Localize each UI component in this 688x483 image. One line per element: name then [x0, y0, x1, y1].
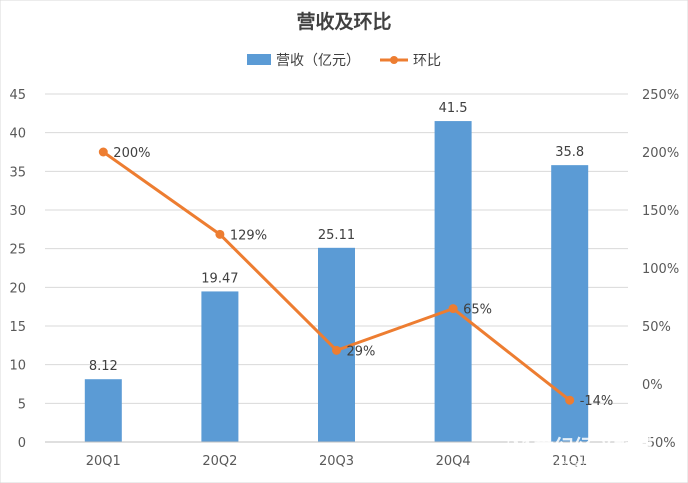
y-right-tick-label: 0% — [642, 378, 663, 393]
y-left-tick-label: 25 — [9, 243, 26, 258]
bar-series: 8.12 19.47 25.11 41.5 35.8 — [84, 101, 589, 443]
watermark-subtext: 21ST CENTURY BUSINESS HERALD — [513, 460, 647, 468]
line-point — [98, 147, 108, 157]
x-axis: 20Q1 20Q2 20Q3 20Q4 21Q1 — [45, 441, 628, 469]
line-series: 200% 129% 29% 65% -14% — [98, 146, 614, 409]
line-point — [332, 345, 341, 355]
y-left-tick-label: 30 — [9, 204, 26, 219]
bar — [84, 379, 122, 442]
bar-value-label: 19.47 — [201, 271, 238, 286]
legend-swatch-marker — [390, 56, 398, 64]
bar — [201, 291, 239, 442]
line-point — [565, 395, 575, 405]
bar-value-label: 41.5 — [439, 101, 468, 116]
y-left-tick-label: 45 — [9, 88, 26, 103]
x-tick-label: 20Q3 — [319, 454, 354, 469]
legend-label-qoq: 环比 — [413, 53, 441, 69]
line-value-label: 65% — [463, 303, 492, 318]
line-point — [215, 229, 225, 239]
x-tick-label: 21Q1 — [552, 454, 587, 469]
legend-label-revenue: 营收（亿元） — [276, 53, 360, 69]
line-value-label: 200% — [113, 146, 150, 161]
x-tick-label: 20Q4 — [436, 454, 471, 469]
line-point — [448, 304, 458, 314]
y-left-tick-label: 5 — [18, 397, 26, 412]
bar-value-label: 8.12 — [89, 359, 118, 374]
line-value-label: 129% — [230, 228, 267, 243]
y-right-tick-label: -50% — [642, 436, 676, 451]
y-right-tick-label: 100% — [642, 262, 679, 277]
legend: 营收（亿元） 环比 — [247, 53, 441, 69]
watermark-text: 21世纪经济报道 — [506, 435, 654, 459]
y-axis-left: 0 5 10 15 20 25 30 35 40 45 — [9, 88, 26, 451]
y-left-tick-label: 20 — [9, 281, 26, 296]
y-left-tick-label: 15 — [9, 320, 26, 335]
line-value-label: -14% — [580, 394, 614, 409]
bar — [434, 121, 472, 443]
watermark: 21世纪经济报道 21ST CENTURY BUSINESS HERALD — [506, 435, 654, 468]
y-left-tick-label: 35 — [9, 165, 26, 180]
y-left-tick-label: 10 — [9, 359, 26, 374]
legend-swatch-bar — [247, 54, 271, 65]
x-tick-label: 20Q2 — [202, 454, 237, 469]
y-left-tick-label: 0 — [18, 436, 26, 451]
y-right-tick-label: 50% — [642, 320, 671, 335]
y-right-tick-label: 200% — [642, 146, 679, 161]
line-value-label: 29% — [347, 344, 376, 359]
bar-value-label: 25.11 — [318, 228, 355, 243]
x-tick-label: 20Q1 — [86, 454, 121, 469]
y-left-tick-label: 40 — [9, 127, 26, 142]
y-right-tick-label: 250% — [642, 88, 679, 103]
y-axis-right: -50% 0% 50% 100% 150% 200% 250% — [642, 88, 679, 451]
chart-title: 营收及环比 — [296, 10, 391, 33]
y-right-tick-label: 150% — [642, 204, 679, 219]
bar-value-label: 35.8 — [555, 145, 584, 160]
